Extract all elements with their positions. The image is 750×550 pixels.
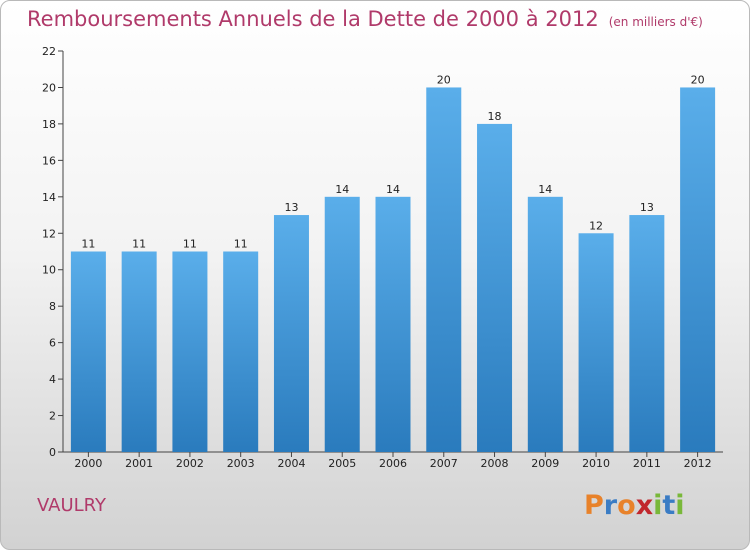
bar-value-label: 12 bbox=[589, 219, 603, 232]
x-tick-label: 2007 bbox=[430, 457, 458, 470]
x-tick-label: 2002 bbox=[176, 457, 204, 470]
x-tick-label: 2011 bbox=[633, 457, 661, 470]
x-tick-label: 2000 bbox=[74, 457, 102, 470]
bar-value-label: 11 bbox=[183, 238, 197, 251]
bar bbox=[477, 123, 513, 452]
bar-value-label: 20 bbox=[437, 73, 451, 86]
y-tick-label: 4 bbox=[49, 373, 56, 386]
logo-letter: i bbox=[653, 490, 663, 521]
x-tick-label: 2004 bbox=[277, 457, 305, 470]
bar-value-label: 11 bbox=[234, 238, 248, 251]
y-tick-label: 22 bbox=[42, 45, 56, 58]
x-tick-label: 2012 bbox=[684, 457, 712, 470]
bar-value-label: 11 bbox=[81, 238, 95, 251]
bar bbox=[680, 87, 716, 453]
logo-letter: r bbox=[603, 490, 618, 521]
x-tick-label: 2003 bbox=[227, 457, 255, 470]
logo-letter: i bbox=[675, 490, 685, 521]
y-tick-label: 2 bbox=[49, 410, 56, 423]
bar bbox=[578, 233, 614, 452]
bar bbox=[324, 196, 360, 452]
y-tick-label: 10 bbox=[42, 264, 56, 277]
y-tick-label: 6 bbox=[49, 337, 56, 350]
logo-letter: P bbox=[584, 490, 604, 521]
unit-note: (en milliers d'€) bbox=[608, 15, 703, 29]
bar bbox=[223, 251, 259, 452]
bar-value-label: 20 bbox=[691, 73, 705, 86]
bar bbox=[70, 251, 106, 452]
bar-value-label: 13 bbox=[284, 201, 298, 214]
y-tick-label: 16 bbox=[42, 154, 56, 167]
bar-value-label: 13 bbox=[640, 201, 654, 214]
bar-value-label: 14 bbox=[386, 183, 400, 196]
x-tick-label: 2010 bbox=[582, 457, 610, 470]
commune-name: VAULRY bbox=[37, 495, 107, 516]
logo-letter: o bbox=[617, 490, 636, 521]
y-tick-label: 12 bbox=[42, 227, 56, 240]
y-tick-label: 8 bbox=[49, 300, 56, 313]
bar bbox=[527, 196, 563, 452]
y-tick-label: 0 bbox=[49, 446, 56, 459]
x-tick-label: 2009 bbox=[531, 457, 559, 470]
chart-title: Remboursements Annuels de la Dette de 20… bbox=[27, 7, 703, 31]
y-tick-label: 14 bbox=[42, 191, 56, 204]
chart-title-text: Remboursements Annuels de la Dette de 20… bbox=[27, 7, 599, 31]
bar-value-label: 11 bbox=[132, 238, 146, 251]
x-tick-label: 2001 bbox=[125, 457, 153, 470]
bar bbox=[273, 215, 309, 452]
bar bbox=[121, 251, 157, 452]
logo-letter: t bbox=[662, 490, 676, 521]
y-tick-label: 18 bbox=[42, 118, 56, 131]
y-tick-label: 20 bbox=[42, 81, 56, 94]
proxiti-logo: Proxiti bbox=[584, 490, 685, 521]
bar-value-label: 14 bbox=[538, 183, 552, 196]
bar bbox=[426, 87, 462, 453]
x-tick-label: 2008 bbox=[481, 457, 509, 470]
bar bbox=[629, 215, 665, 452]
x-tick-label: 2005 bbox=[328, 457, 356, 470]
bar bbox=[172, 251, 208, 452]
logo-letter: x bbox=[635, 490, 654, 521]
x-tick-label: 2006 bbox=[379, 457, 407, 470]
bar-value-label: 18 bbox=[488, 110, 502, 123]
bar bbox=[375, 196, 411, 452]
bar-value-label: 14 bbox=[335, 183, 349, 196]
